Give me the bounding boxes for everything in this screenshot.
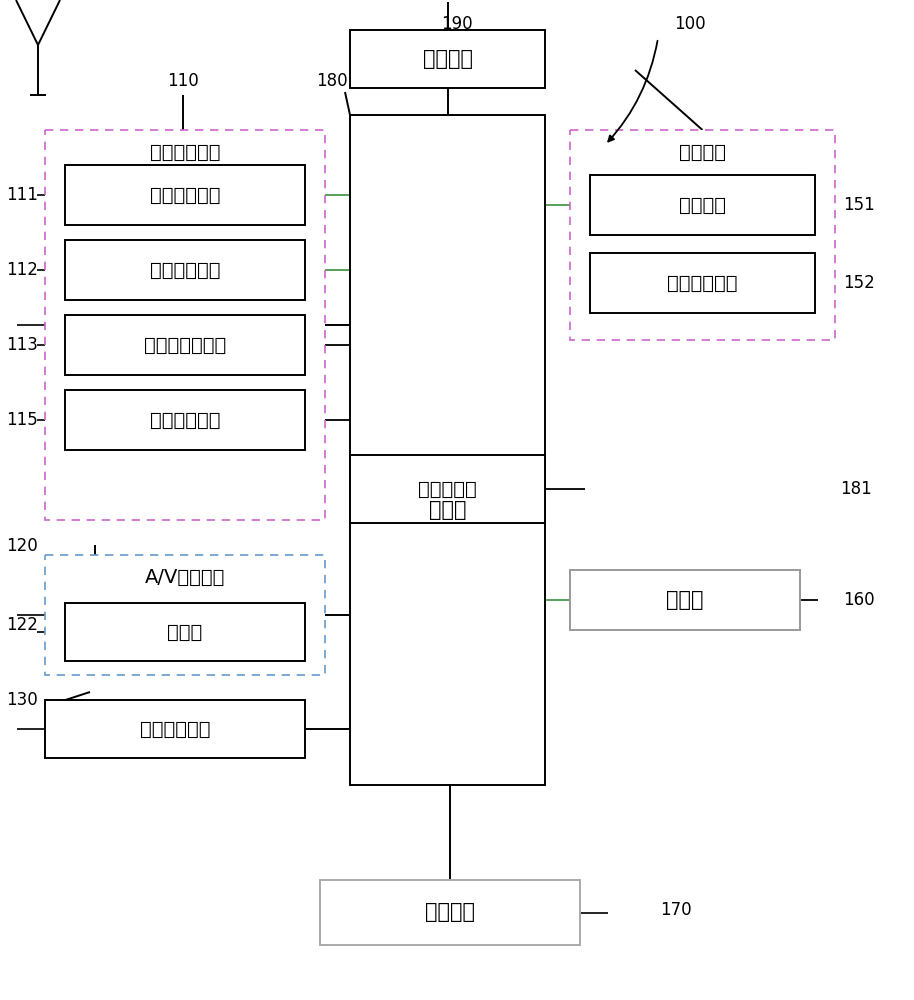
Bar (350, 115, 545, 785)
Bar (65, 165, 305, 225)
Text: 152: 152 (843, 274, 875, 292)
Text: 100: 100 (675, 15, 706, 33)
Text: 控制器: 控制器 (429, 500, 466, 520)
Bar (590, 253, 815, 313)
Text: 移动通信模块: 移动通信模块 (150, 260, 220, 279)
Text: 输出单元: 输出单元 (679, 142, 726, 161)
Text: 接口单元: 接口单元 (425, 902, 475, 922)
Bar (570, 130, 835, 340)
Text: 广播接收模块: 广播接收模块 (150, 186, 220, 205)
Bar (65, 390, 305, 450)
Bar (65, 603, 305, 661)
Text: 无线互联网模块: 无线互联网模块 (143, 336, 226, 355)
Bar (350, 30, 545, 88)
Text: 112: 112 (6, 261, 38, 279)
Text: 120: 120 (6, 537, 38, 555)
Text: 115: 115 (6, 411, 38, 429)
Bar (590, 175, 815, 235)
Text: 用户输入单元: 用户输入单元 (140, 720, 210, 738)
Bar (45, 555, 325, 675)
Text: 151: 151 (843, 196, 875, 214)
Text: 160: 160 (843, 591, 875, 609)
Text: 电源单元: 电源单元 (422, 49, 473, 69)
Text: 麦克风: 麦克风 (167, 622, 203, 642)
Text: A/V输入单元: A/V输入单元 (144, 568, 225, 586)
Text: 181: 181 (840, 480, 872, 498)
Text: 存储器: 存储器 (666, 590, 704, 610)
Text: 122: 122 (6, 616, 38, 634)
Bar (320, 880, 580, 945)
Text: 190: 190 (441, 15, 473, 33)
Text: 位置信息模块: 位置信息模块 (150, 410, 220, 430)
Bar (570, 570, 800, 630)
Text: 111: 111 (6, 186, 38, 204)
Text: 音频输出模块: 音频输出模块 (667, 273, 738, 292)
Bar (45, 130, 325, 520)
Text: 无线通信单元: 无线通信单元 (150, 142, 220, 161)
Text: 113: 113 (6, 336, 38, 354)
Text: 130: 130 (6, 691, 38, 709)
Bar (65, 240, 305, 300)
Text: 显示单元: 显示单元 (679, 196, 726, 215)
Text: 多媒体模块: 多媒体模块 (418, 480, 477, 498)
Bar (65, 315, 305, 375)
Text: 180: 180 (316, 72, 348, 90)
Bar (45, 700, 305, 758)
Bar (350, 455, 545, 523)
Text: 110: 110 (167, 72, 199, 90)
Text: 170: 170 (660, 901, 692, 919)
